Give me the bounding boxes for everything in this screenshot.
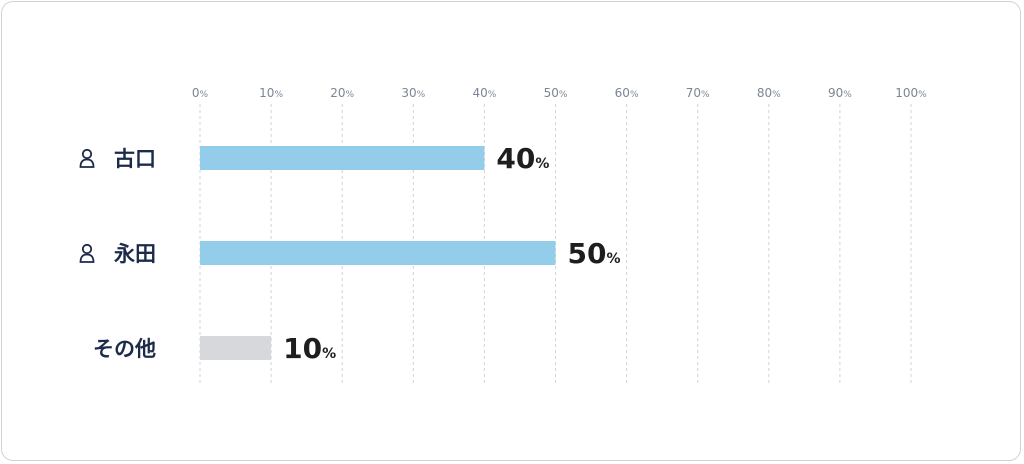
tick-label: 50% xyxy=(544,86,568,100)
bar xyxy=(200,336,272,360)
value-label: 10% xyxy=(283,332,336,365)
tick-label: 60% xyxy=(615,86,639,100)
category-label: その他 xyxy=(93,337,156,361)
value-label: 50% xyxy=(568,237,621,270)
tick-label: 30% xyxy=(401,86,425,100)
bar xyxy=(200,146,485,170)
tick-label: 0% xyxy=(192,86,209,100)
value-label: 40% xyxy=(496,142,549,175)
tick-label: 40% xyxy=(472,86,496,100)
tick-label: 90% xyxy=(828,86,852,100)
tick-label: 70% xyxy=(686,86,710,100)
tick-label: 80% xyxy=(757,86,781,100)
bar xyxy=(200,241,556,265)
tick-label: 10% xyxy=(259,86,283,100)
tick-label: 100% xyxy=(895,86,927,100)
category-label: 古口 xyxy=(114,147,156,171)
person-icon xyxy=(79,148,95,168)
tick-label: 20% xyxy=(330,86,354,100)
person-icon xyxy=(79,243,95,263)
category-label: 永田 xyxy=(113,242,156,266)
